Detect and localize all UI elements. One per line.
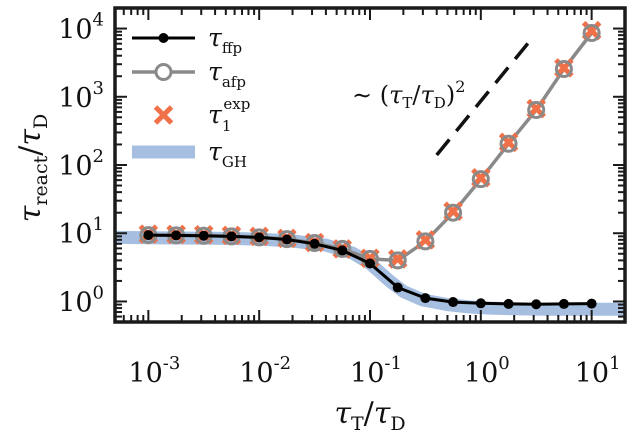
marker-ffp [254, 232, 265, 243]
x-tick-label: 101 [575, 353, 621, 389]
legend-label: τGH [208, 137, 247, 171]
marker-ffp [420, 293, 431, 304]
marker-afp [554, 60, 573, 79]
marker-afp [527, 100, 546, 119]
marker-ffp [171, 230, 182, 241]
plot-frame [113, 6, 627, 324]
legend-label: τafp [208, 57, 246, 91]
ticks-layer [114, 7, 626, 323]
x-tick-label: 10-2 [239, 353, 291, 389]
marker-ffp [503, 298, 514, 309]
y-tick-label: 104 [58, 10, 104, 46]
marker-ffp [198, 230, 209, 241]
marker-ffp [558, 298, 569, 309]
marker-ffp [392, 282, 403, 293]
legend-label: τffp [208, 23, 242, 57]
x-axis-title: τT/τD [334, 396, 405, 435]
marker-afp [416, 232, 435, 251]
marker-ffp [586, 298, 597, 309]
marker-ffp [143, 230, 154, 241]
legend-swatch-marker [154, 63, 173, 81]
plot-area: ∼ (τT/τD)2 [113, 6, 627, 324]
marker-ffp [531, 299, 542, 310]
marker-ffp [365, 258, 375, 269]
annotation-layer: ∼ (τT/τD)2 [352, 35, 536, 157]
marker-ffp [475, 298, 486, 309]
marker-ffp [448, 297, 459, 308]
marker-afp [444, 203, 463, 222]
legend-swatch-marker [153, 105, 174, 125]
series-layer [115, 20, 625, 316]
legend-item: τffp [132, 23, 242, 57]
marker-ffp [226, 231, 237, 242]
legend-swatch-marker [158, 33, 169, 43]
marker-afp [388, 251, 407, 270]
slope-guide-line [435, 35, 536, 157]
y-tick-label: 101 [58, 214, 104, 250]
legend-label: τ1exp [208, 95, 250, 135]
legend-item: τafp [132, 57, 246, 91]
marker-ffp [309, 238, 320, 249]
legend-item: τGH [132, 137, 247, 171]
y-tick-label: 100 [58, 282, 104, 318]
marker-afp [582, 24, 601, 43]
marker-ffp [337, 245, 348, 256]
legend-item: τ1exp [153, 95, 250, 135]
series-line-gh [115, 230, 625, 316]
x-tick-label: 10-3 [128, 353, 180, 389]
y-tick-label: 102 [58, 146, 104, 182]
y-tick-label: 103 [58, 78, 104, 114]
marker-afp [471, 170, 490, 189]
marker-ffp [281, 234, 292, 245]
x-tick-label: 100 [464, 353, 510, 389]
y-axis-title: τreact/τD [13, 114, 52, 223]
slope-annotation: ∼ (τT/τD)2 [352, 77, 465, 112]
marker-afp [499, 134, 518, 153]
tick-labels: 10-3 10-2 10-1 100 101 100 101 102 103 104 [58, 10, 620, 389]
x-tick-label: 10-1 [350, 353, 402, 389]
